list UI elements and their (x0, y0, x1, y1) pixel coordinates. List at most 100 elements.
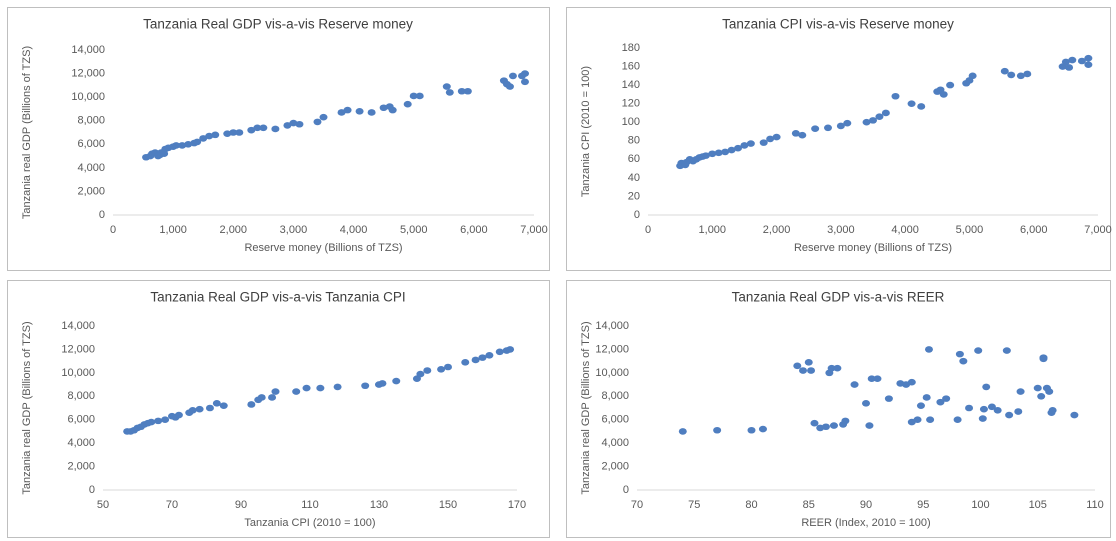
chart-title: Tanzania Real GDP vis-a-vis Reserve mone… (143, 17, 413, 32)
data-point (708, 150, 717, 158)
data-point (442, 83, 451, 90)
data-point (862, 400, 870, 407)
y-tick-label: 10,000 (71, 91, 105, 103)
data-point (457, 87, 466, 95)
data-point (917, 103, 926, 110)
data-point (907, 378, 916, 386)
data-point (154, 417, 163, 425)
data-point (678, 428, 687, 435)
x-tick-label: 130 (370, 499, 388, 511)
data-point (423, 367, 432, 374)
data-point (772, 133, 781, 141)
y-tick-label: 0 (99, 209, 105, 221)
y-tick-label: 6,000 (77, 138, 105, 150)
data-point (259, 124, 268, 132)
y-tick-label: 4,000 (77, 162, 105, 174)
data-point (884, 395, 893, 402)
data-point (283, 122, 292, 129)
y-axis-title: Tanzania real GDP (Billions of TZS) (21, 46, 33, 219)
data-point (505, 83, 514, 90)
y-tick-label: 10,000 (61, 367, 95, 379)
data-point (1039, 355, 1048, 363)
data-point (1048, 407, 1057, 414)
data-point (444, 363, 452, 371)
data-point (1068, 56, 1077, 64)
data-point (292, 388, 301, 395)
data-point (235, 129, 244, 136)
y-tick-label: 0 (634, 209, 640, 221)
data-point (821, 423, 830, 431)
y-tick-label: 2,000 (77, 185, 105, 197)
x-tick-label: 6,000 (1020, 224, 1048, 236)
x-axis-title: REER (Index, 2010 = 100) (801, 517, 930, 529)
x-tick-label: 6,000 (460, 224, 488, 236)
y-tick-label: 8,000 (77, 115, 105, 127)
y-tick-label: 12,000 (71, 67, 105, 79)
data-point (388, 106, 397, 114)
data-point (1014, 408, 1023, 415)
data-point (520, 70, 529, 77)
data-point (1045, 388, 1054, 395)
data-point (337, 109, 346, 116)
y-axis-title: Tanzania real GDP (Billions of TZS) (21, 321, 33, 494)
data-point (1084, 61, 1093, 68)
data-point (926, 416, 935, 424)
data-point (195, 405, 204, 413)
x-tick-label: 2,000 (763, 224, 791, 236)
data-point (392, 377, 401, 385)
data-point (799, 367, 808, 374)
data-point (205, 404, 214, 412)
data-point (1000, 67, 1009, 75)
data-point (1002, 347, 1011, 354)
data-point (850, 381, 859, 388)
y-tick-label: 4,000 (67, 437, 95, 449)
data-point (841, 417, 850, 425)
data-point (869, 117, 877, 124)
y-tick-label: 160 (622, 60, 640, 72)
data-point (463, 87, 472, 95)
data-point (367, 109, 376, 116)
data-point (199, 135, 208, 142)
y-tick-label: 6,000 (67, 414, 95, 426)
x-tick-label: 85 (803, 499, 815, 511)
data-point (1077, 57, 1086, 65)
y-tick-label: 20 (628, 190, 640, 202)
panel-border (7, 7, 550, 271)
y-axis-title: Tanzania real GDP (Billions of TZS) (580, 321, 592, 494)
panel-border (566, 280, 1111, 538)
data-point (219, 402, 228, 409)
data-point (302, 384, 311, 392)
y-tick-label: 8,000 (67, 390, 95, 402)
y-tick-label: 4,000 (601, 437, 629, 449)
y-tick-label: 14,000 (71, 44, 105, 56)
y-tick-label: 2,000 (67, 460, 95, 472)
y-tick-label: 120 (622, 98, 640, 110)
y-tick-label: 60 (628, 153, 640, 165)
y-tick-label: 2,000 (601, 460, 629, 472)
data-point (907, 100, 916, 107)
data-point (445, 89, 454, 96)
data-point (379, 104, 388, 112)
y-tick-label: 10,000 (595, 367, 629, 379)
data-point (987, 403, 996, 411)
data-point (161, 416, 170, 424)
data-point (714, 149, 723, 157)
data-point (247, 126, 256, 134)
data-point (355, 107, 364, 115)
data-point (865, 422, 874, 429)
data-point (922, 394, 931, 401)
y-tick-label: 180 (622, 42, 640, 54)
x-tick-label: 80 (745, 499, 757, 511)
data-point (1016, 72, 1025, 80)
data-point (924, 346, 933, 353)
data-point (836, 122, 845, 130)
x-tick-label: 170 (508, 499, 526, 511)
data-point (1084, 54, 1093, 62)
x-tick-label: 110 (1086, 499, 1104, 511)
y-tick-label: 12,000 (61, 343, 95, 355)
data-point (409, 92, 418, 100)
data-point (1005, 411, 1014, 419)
data-point (974, 347, 983, 354)
x-tick-label: 3,000 (827, 224, 855, 236)
x-tick-label: 1,000 (159, 224, 187, 236)
